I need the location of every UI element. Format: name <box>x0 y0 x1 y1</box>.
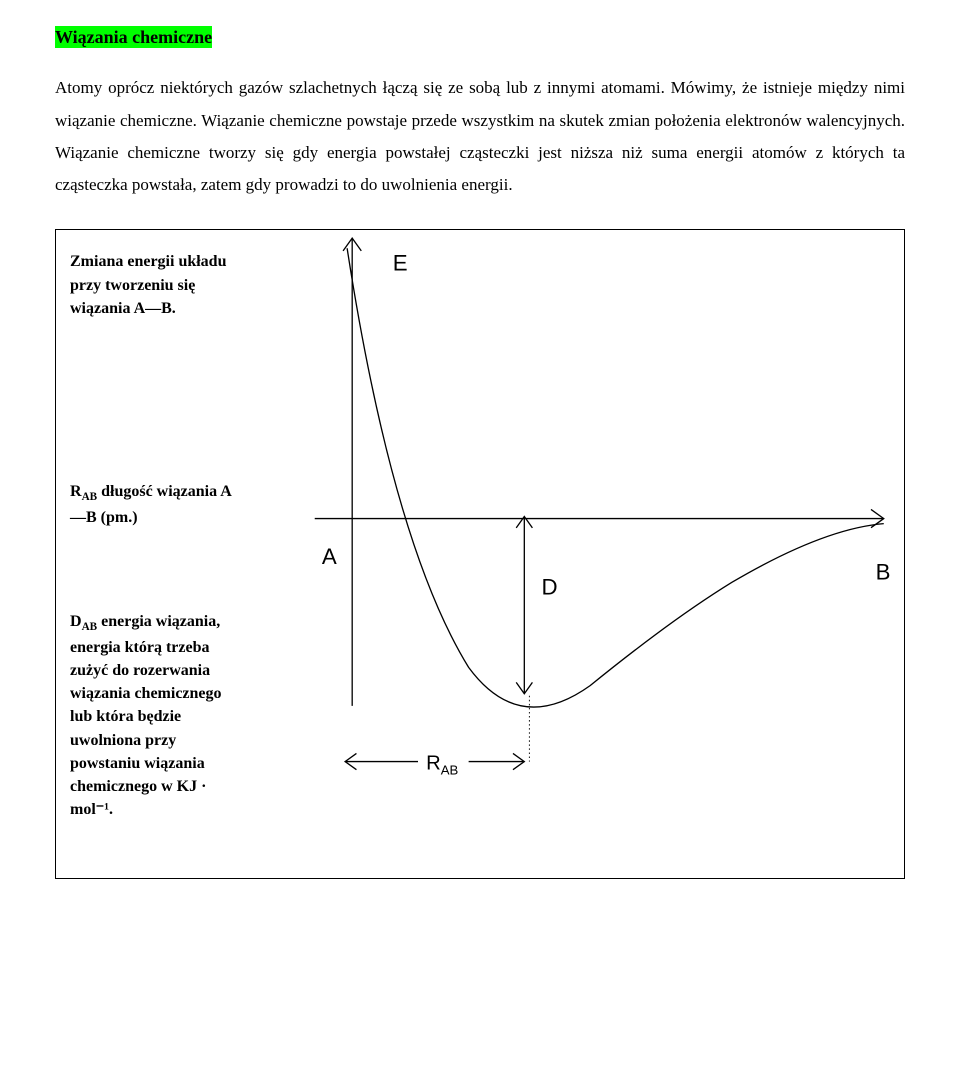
energy-figure: Zmiana energii układu przy tworzeniu się… <box>55 229 905 879</box>
energy-curve-chart: E A B D RAB <box>256 230 904 878</box>
svg-text:A: A <box>322 545 337 570</box>
figure-plot: E A B D RAB <box>256 230 904 878</box>
figure-caption-column: Zmiana energii układu przy tworzeniu się… <box>56 230 256 878</box>
svg-text:E: E <box>393 251 408 276</box>
svg-text:B: B <box>876 560 891 585</box>
caption-energy-change: Zmiana energii układu przy tworzeniu się… <box>70 250 242 320</box>
svg-text:RAB: RAB <box>426 753 458 778</box>
caption-bond-length: RAB długość wiązania A—B (pm.) <box>70 480 242 529</box>
intro-paragraph: Atomy oprócz niektórych gazów szlachetny… <box>55 72 905 201</box>
svg-text:D: D <box>542 575 558 600</box>
caption-bond-energy: DAB energia wiązania, energia którą trze… <box>70 610 242 821</box>
page-title: Wiązania chemiczne <box>55 26 212 48</box>
